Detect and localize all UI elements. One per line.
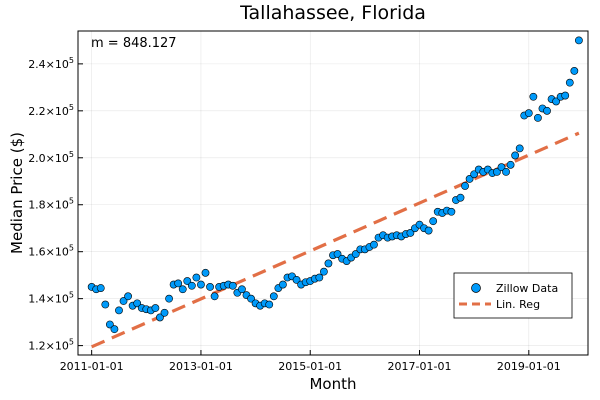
data-point — [461, 182, 469, 190]
legend: Zillow Data Lin. Reg — [453, 272, 573, 319]
data-point — [165, 294, 173, 303]
x-tick-label: 2019-01-01 — [497, 360, 561, 373]
data-point — [511, 151, 520, 160]
x-tick-label: 2015-01-01 — [278, 360, 342, 373]
plot-frame — [77, 30, 589, 356]
data-point — [101, 300, 110, 309]
data-point — [424, 226, 433, 235]
legend-label-lin-reg: Lin. Reg — [496, 298, 540, 311]
data-point — [110, 325, 119, 334]
data-point — [228, 281, 237, 290]
data-point — [124, 292, 132, 301]
data-point — [502, 167, 510, 176]
legend-marker-zillow-data — [471, 283, 481, 293]
ticks: 2011-01-01 2013-01-01 2015-01-01 2017-01-01… — [28, 56, 561, 373]
data-point — [119, 297, 128, 305]
data-point — [465, 175, 474, 183]
data-point — [96, 284, 105, 292]
data-point — [174, 279, 183, 288]
data-point — [201, 268, 210, 277]
data-point — [406, 229, 415, 237]
data-point — [447, 207, 456, 216]
data-point — [105, 320, 114, 329]
data-point — [506, 160, 515, 169]
data-point — [351, 250, 360, 258]
data-point — [238, 285, 246, 294]
data-point — [319, 267, 328, 276]
data-points — [87, 36, 583, 334]
data-point — [429, 217, 438, 226]
data-point — [187, 281, 196, 290]
data-point — [565, 78, 574, 87]
data-point — [197, 280, 205, 289]
data-point — [156, 313, 164, 322]
x-axis-label: Month — [309, 375, 356, 393]
data-point — [333, 250, 342, 258]
data-point — [529, 92, 538, 101]
y-tick-label: 1.8×105 — [28, 197, 74, 212]
data-point — [493, 167, 501, 176]
data-point — [265, 300, 274, 309]
y-tick-label: 1.4×105 — [28, 291, 74, 306]
y-axis-label: Median Price ($) — [8, 132, 26, 254]
y-tick-label: 2.2×105 — [28, 103, 74, 118]
data-point — [315, 273, 324, 282]
data-point — [247, 294, 255, 303]
data-point — [279, 280, 287, 289]
data-point — [206, 283, 214, 291]
data-point — [192, 273, 201, 282]
legend-box — [453, 272, 573, 319]
x-tick-label: 2017-01-01 — [388, 360, 452, 373]
data-point — [292, 275, 301, 284]
legend-label-zillow-data: Zillow Data — [496, 282, 558, 295]
data-point — [370, 240, 378, 249]
data-point — [552, 97, 561, 106]
data-point — [178, 285, 187, 294]
data-point — [133, 299, 142, 308]
data-point — [160, 308, 169, 317]
data-point — [561, 91, 570, 100]
y-tick-label: 1.2×105 — [28, 338, 74, 353]
y-tick-label: 1.6×105 — [28, 244, 74, 259]
data-point — [515, 144, 524, 153]
x-tick-label: 2013-01-01 — [169, 360, 233, 373]
y-tick-label: 2.0×105 — [28, 150, 74, 165]
data-point — [524, 109, 533, 118]
y-tick-label: 2.4×105 — [28, 56, 74, 71]
slope-annotation: m = 848.127 — [91, 36, 177, 51]
data-point — [534, 113, 542, 122]
data-point — [543, 106, 551, 115]
data-point — [470, 170, 479, 179]
data-point — [456, 193, 465, 202]
data-point — [269, 292, 278, 301]
data-point — [183, 277, 192, 285]
data-point — [574, 36, 583, 45]
grid — [78, 31, 588, 355]
data-point — [210, 292, 219, 301]
data-point — [324, 259, 333, 268]
data-point — [497, 163, 506, 172]
data-point — [115, 306, 123, 315]
data-point — [151, 304, 160, 312]
data-point — [570, 67, 579, 75]
x-tick-label: 2011-01-01 — [60, 360, 124, 373]
chart-title: Tallahassee, Florida — [239, 2, 426, 24]
